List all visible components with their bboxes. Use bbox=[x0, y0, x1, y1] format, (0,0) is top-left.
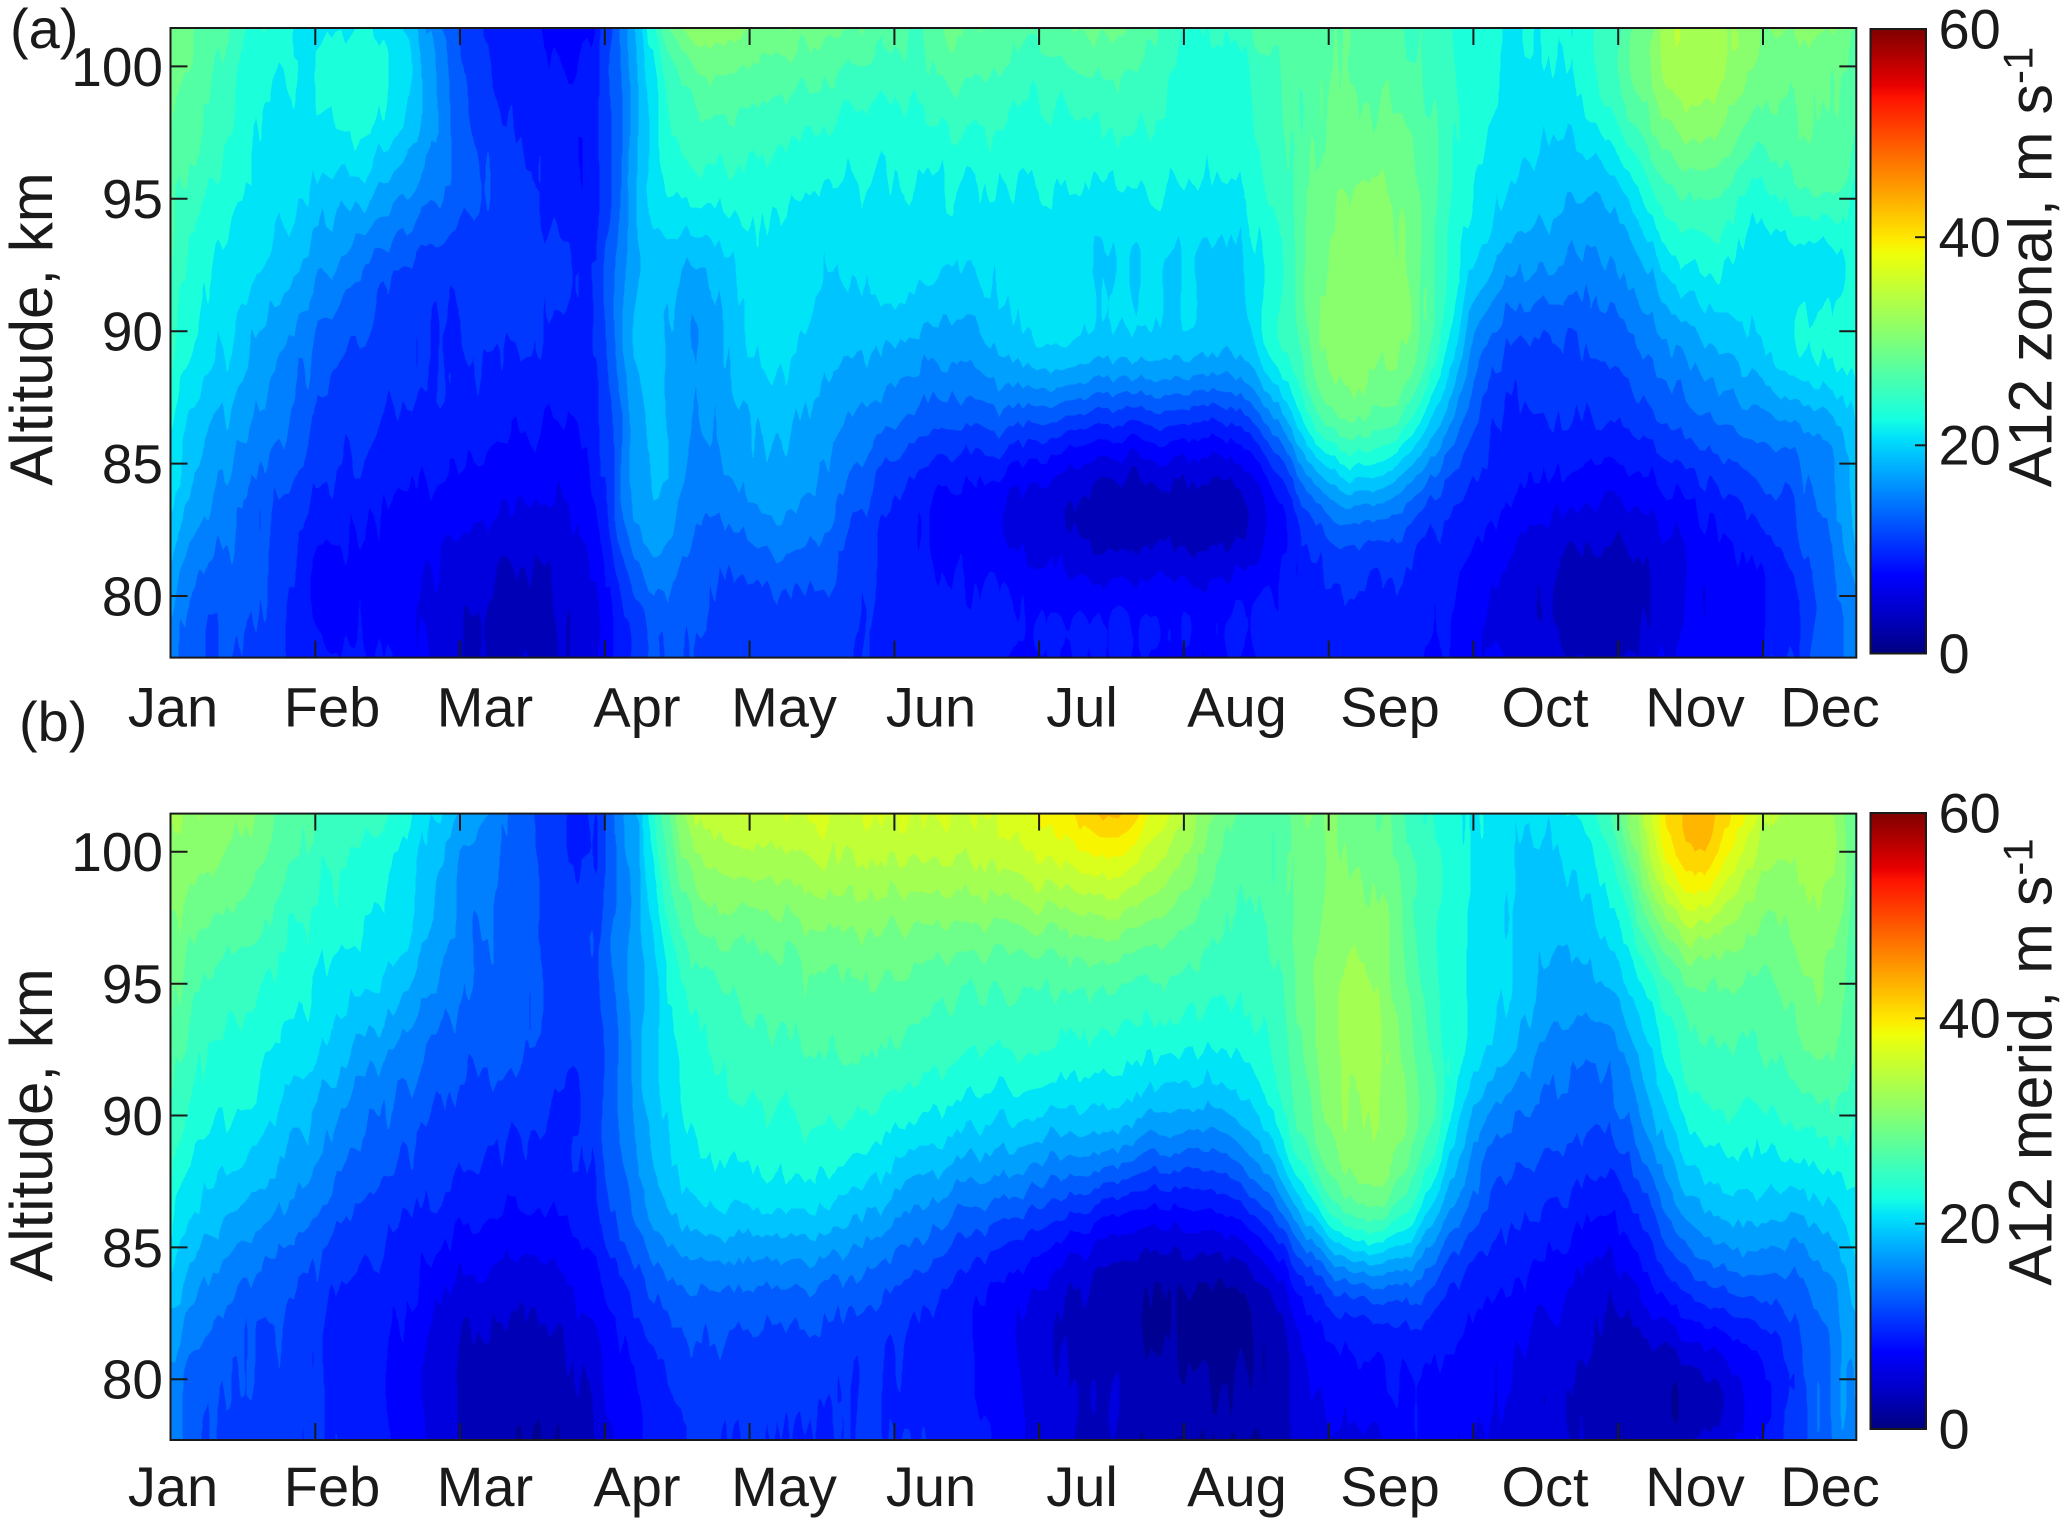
svg-text:Jun: Jun bbox=[886, 1455, 976, 1518]
svg-text:Jul: Jul bbox=[1046, 676, 1118, 739]
svg-text:Altitude, km: Altitude, km bbox=[0, 968, 65, 1281]
svg-text:May: May bbox=[731, 1455, 837, 1518]
svg-text:Mar: Mar bbox=[437, 676, 533, 739]
svg-text:Sep: Sep bbox=[1340, 1455, 1440, 1518]
svg-text:Jun: Jun bbox=[886, 676, 976, 739]
svg-text:95: 95 bbox=[102, 953, 163, 1015]
svg-text:40: 40 bbox=[1939, 987, 2001, 1050]
svg-text:Sep: Sep bbox=[1340, 676, 1440, 739]
svg-text:Jan: Jan bbox=[128, 1455, 218, 1518]
svg-text:Aug: Aug bbox=[1187, 676, 1287, 739]
svg-text:May: May bbox=[731, 676, 837, 739]
svg-text:20: 20 bbox=[1939, 414, 2001, 477]
svg-text:Jan: Jan bbox=[128, 676, 218, 739]
svg-text:0: 0 bbox=[1939, 622, 1970, 685]
svg-text:Nov: Nov bbox=[1645, 1455, 1745, 1518]
svg-text:Dec: Dec bbox=[1780, 1455, 1880, 1518]
svg-text:(b): (b) bbox=[19, 690, 87, 753]
svg-text:80: 80 bbox=[102, 565, 163, 627]
svg-text:A12 zonal, m s-1: A12 zonal, m s-1 bbox=[1995, 47, 2065, 488]
svg-text:100: 100 bbox=[71, 821, 163, 883]
svg-text:0: 0 bbox=[1939, 1397, 1970, 1460]
svg-text:Mar: Mar bbox=[437, 1455, 533, 1518]
svg-text:Apr: Apr bbox=[593, 1455, 680, 1518]
svg-text:(a): (a) bbox=[10, 0, 78, 60]
svg-text:Apr: Apr bbox=[593, 676, 680, 739]
svg-text:95: 95 bbox=[102, 168, 163, 230]
svg-text:Altitude, km: Altitude, km bbox=[0, 172, 65, 485]
svg-text:Jul: Jul bbox=[1046, 1455, 1118, 1518]
svg-text:Feb: Feb bbox=[284, 1455, 381, 1518]
svg-text:Oct: Oct bbox=[1501, 676, 1589, 739]
svg-text:A12 merid, m s-1: A12 merid, m s-1 bbox=[1995, 838, 2065, 1286]
svg-text:Aug: Aug bbox=[1187, 1455, 1287, 1518]
svg-text:85: 85 bbox=[102, 433, 163, 495]
svg-text:85: 85 bbox=[102, 1217, 163, 1279]
svg-text:90: 90 bbox=[102, 1085, 163, 1147]
svg-text:Nov: Nov bbox=[1645, 676, 1745, 739]
svg-text:80: 80 bbox=[102, 1349, 163, 1411]
svg-text:Feb: Feb bbox=[284, 676, 381, 739]
svg-text:Oct: Oct bbox=[1501, 1455, 1589, 1518]
svg-text:90: 90 bbox=[102, 301, 163, 363]
svg-text:60: 60 bbox=[1939, 781, 2001, 844]
svg-text:60: 60 bbox=[1939, 0, 2001, 60]
svg-text:20: 20 bbox=[1939, 1192, 2001, 1255]
svg-text:Dec: Dec bbox=[1780, 676, 1880, 739]
svg-text:40: 40 bbox=[1939, 206, 2001, 269]
svg-text:100: 100 bbox=[71, 36, 163, 98]
